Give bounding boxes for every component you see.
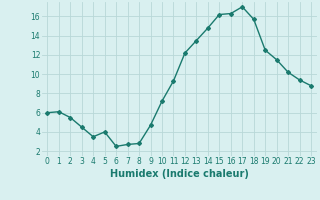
X-axis label: Humidex (Indice chaleur): Humidex (Indice chaleur): [110, 169, 249, 179]
